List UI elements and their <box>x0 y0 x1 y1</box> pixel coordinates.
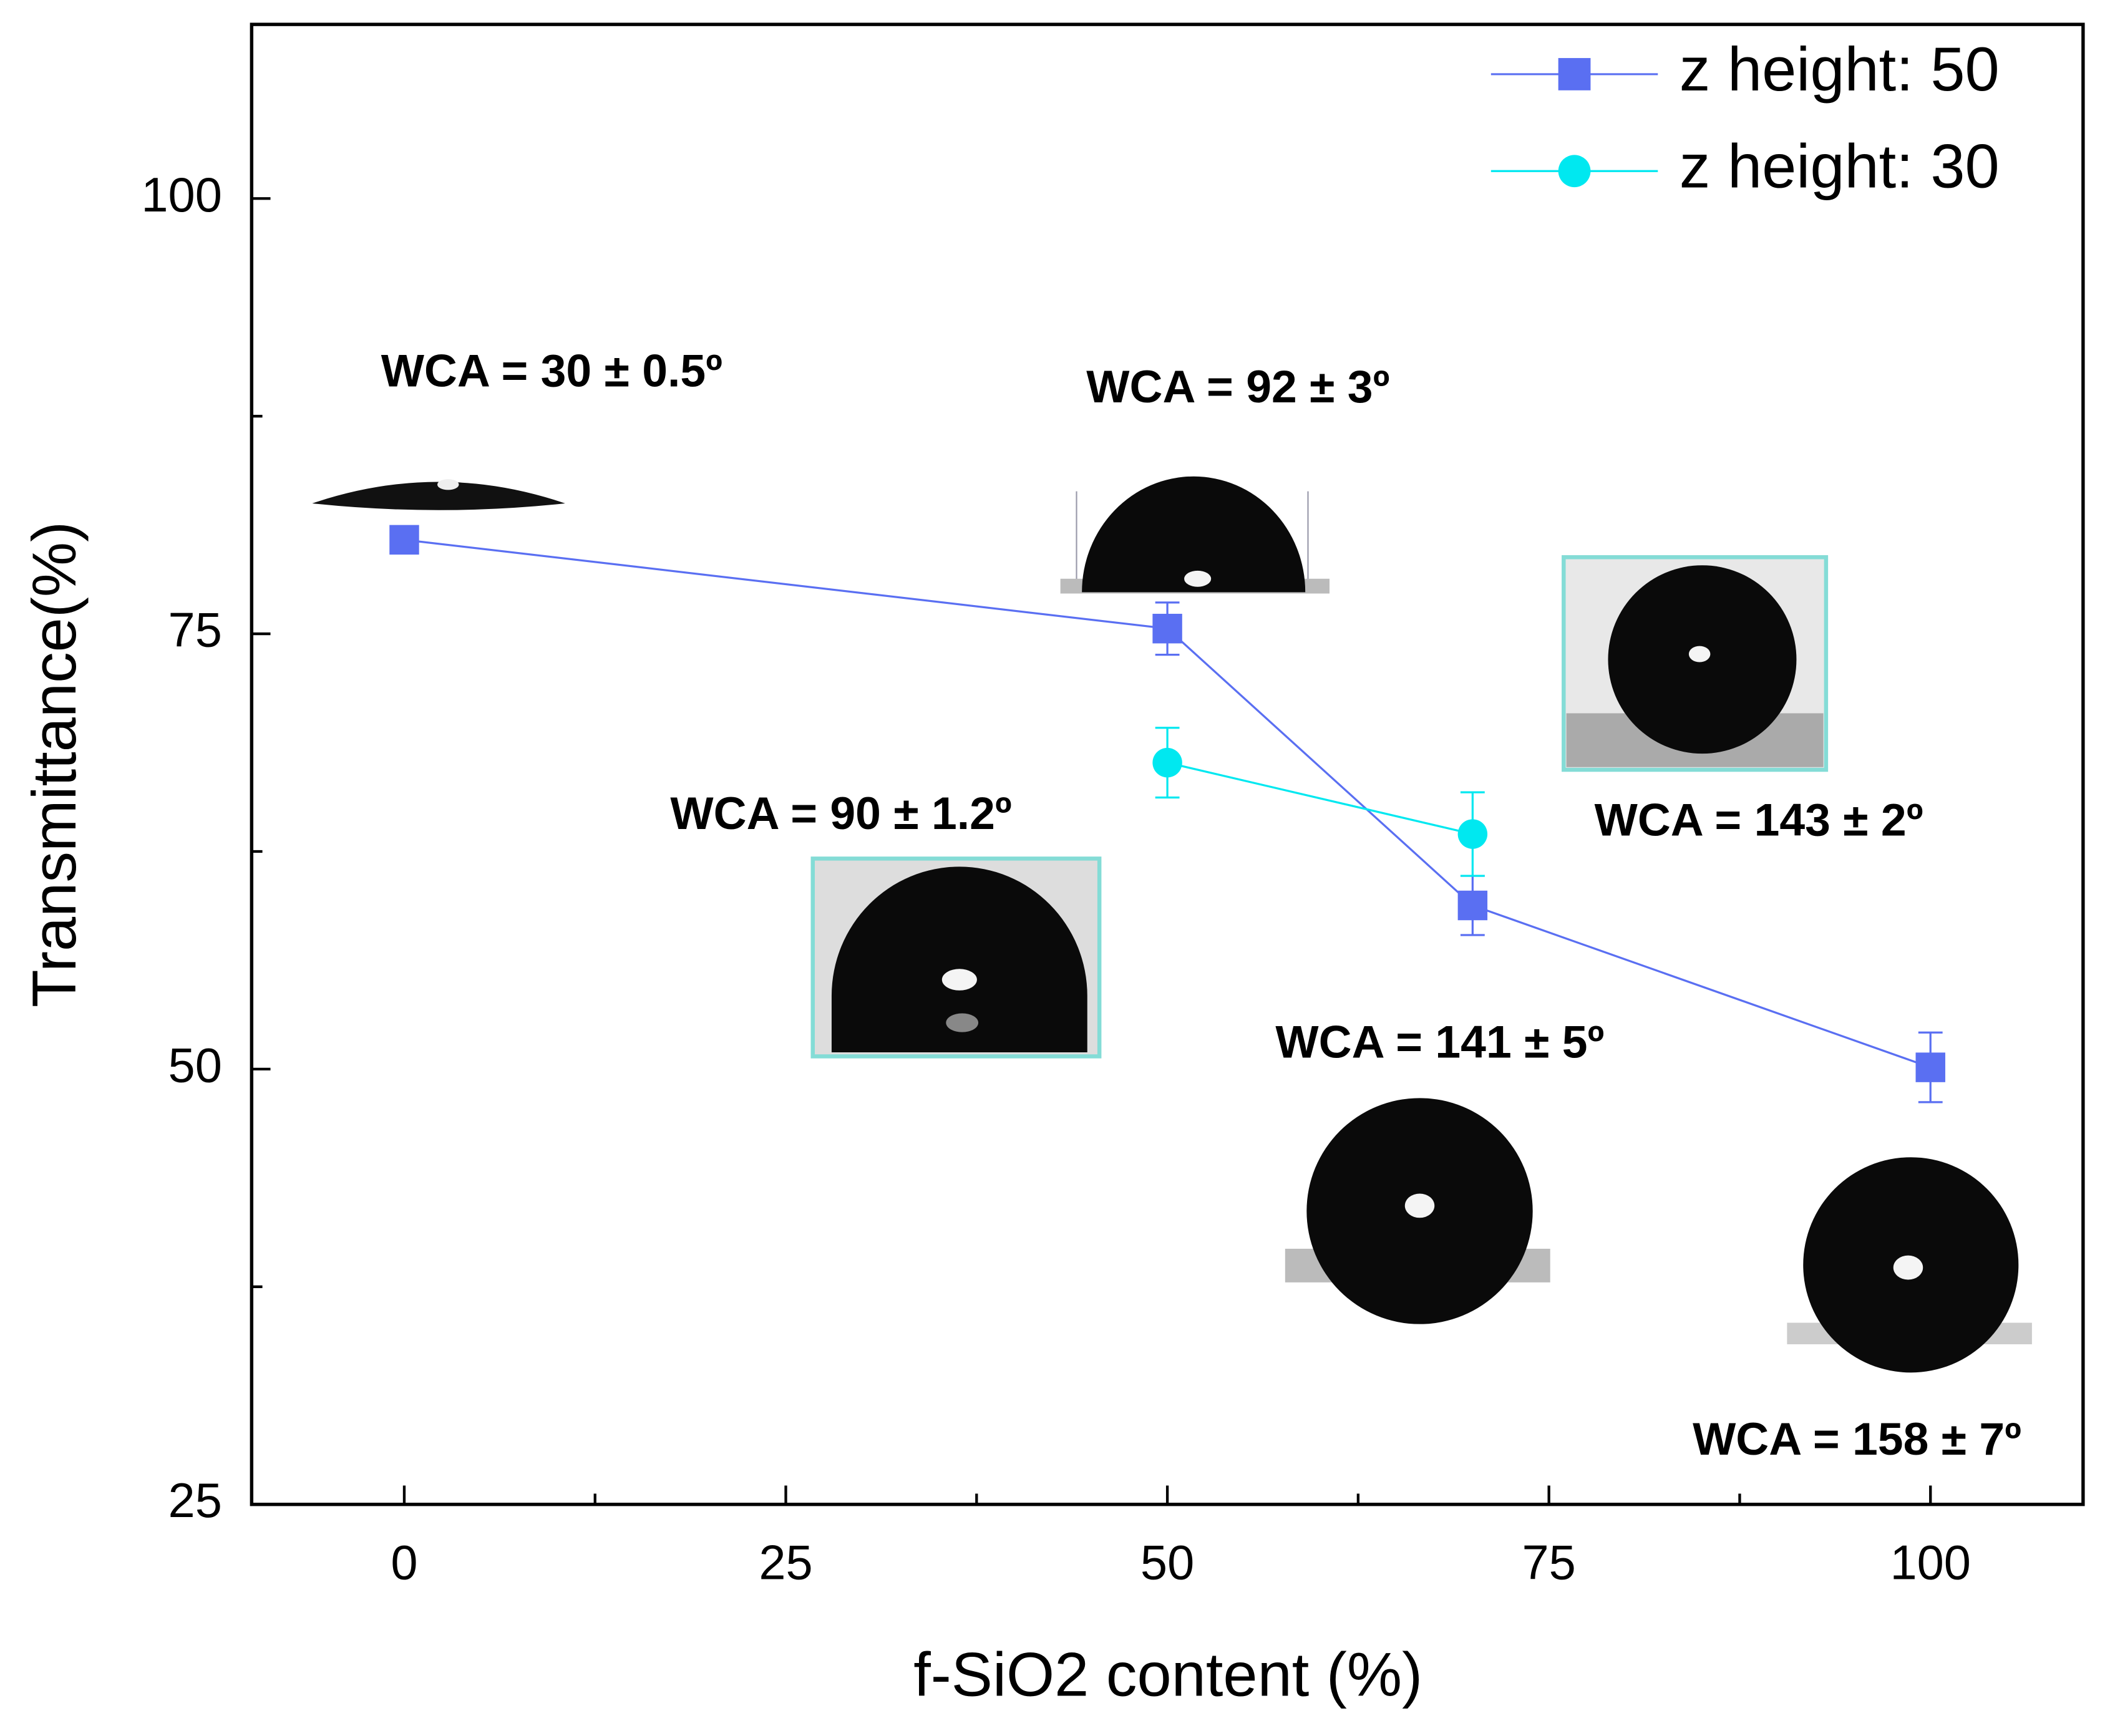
annotation: WCA = 90 ± 1.2º <box>670 788 1011 839</box>
droplet-highlight <box>941 969 977 991</box>
x-tick-label: 100 <box>1890 1536 1971 1589</box>
legend-marker <box>1558 155 1591 188</box>
droplet <box>831 866 1087 1052</box>
x-tick-label: 75 <box>1522 1536 1575 1589</box>
droplet-highlight <box>1893 1255 1923 1280</box>
y-tick-label: 75 <box>168 604 222 657</box>
y-axis-label: Transmittance(%) <box>20 521 89 1007</box>
series-line <box>404 538 1931 1069</box>
y-tick-label: 25 <box>168 1474 222 1528</box>
data-point <box>1152 613 1182 644</box>
x-axis-label: f-SiO2 content (%) <box>913 1640 1422 1709</box>
x-tick-label: 0 <box>391 1536 417 1589</box>
data-point <box>1457 890 1488 921</box>
annotation: WCA = 143 ± 2º <box>1595 795 1923 846</box>
droplet <box>1082 476 1306 593</box>
annotation: WCA = 141 ± 5º <box>1275 1017 1604 1068</box>
droplet-reflection <box>946 1013 979 1032</box>
droplet-highlight <box>437 479 459 490</box>
y-tick-label: 50 <box>168 1039 222 1092</box>
y-tick-label: 100 <box>141 168 222 222</box>
droplet-highlight <box>1404 1193 1435 1218</box>
data-point <box>1152 747 1182 778</box>
data-point <box>1915 1052 1945 1082</box>
droplet-highlight <box>1184 570 1212 587</box>
legend-label: z height: 50 <box>1680 35 2000 104</box>
droplet <box>312 482 565 510</box>
data-point <box>389 525 419 555</box>
annotation: WCA = 92 ± 3º <box>1086 361 1389 412</box>
annotation: WCA = 30 ± 0.5º <box>381 345 722 396</box>
droplet-highlight <box>1688 646 1711 662</box>
droplet-images <box>312 476 2032 1373</box>
x-tick-label: 50 <box>1140 1536 1194 1589</box>
x-tick-label: 25 <box>759 1536 812 1589</box>
series-line <box>1167 762 1473 835</box>
data-point <box>1457 819 1488 849</box>
legend-marker <box>1558 58 1591 90</box>
annotation: WCA = 158 ± 7º <box>1693 1414 2021 1465</box>
legend-label: z height: 30 <box>1680 132 2000 201</box>
